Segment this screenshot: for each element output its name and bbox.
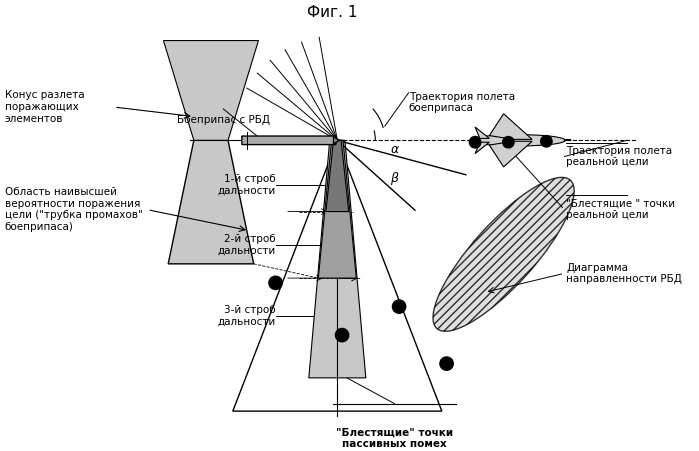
Text: Траектория полета
боеприпаса: Траектория полета боеприпаса <box>409 92 514 113</box>
Polygon shape <box>164 41 259 140</box>
Text: "Блестящие " точки
реальной цели: "Блестящие " точки реальной цели <box>566 199 675 221</box>
Circle shape <box>269 276 282 290</box>
Polygon shape <box>489 114 532 139</box>
Text: 1-й строб
дальности: 1-й строб дальности <box>217 174 275 196</box>
FancyBboxPatch shape <box>242 136 336 145</box>
Ellipse shape <box>433 177 574 331</box>
Text: "Блестящие" точки
пассивных помех: "Блестящие" точки пассивных помех <box>336 427 453 449</box>
Text: β: β <box>390 172 398 185</box>
Ellipse shape <box>470 134 565 146</box>
Polygon shape <box>475 127 489 138</box>
Polygon shape <box>333 137 339 144</box>
Text: 2-й строб
дальности: 2-й строб дальности <box>217 234 275 256</box>
Polygon shape <box>326 140 349 212</box>
Circle shape <box>503 137 514 148</box>
Text: α: α <box>390 143 398 156</box>
Polygon shape <box>318 140 356 278</box>
Circle shape <box>540 136 552 147</box>
Text: Область наивысшей
вероятности поражения
цели ("трубка промахов"
боеприпаса): Область наивысшей вероятности поражения … <box>5 187 143 232</box>
Text: Траектория полета
реальной цели: Траектория полета реальной цели <box>566 146 672 167</box>
Text: Конус разлета
поражающих
элементов: Конус разлета поражающих элементов <box>5 91 85 124</box>
Polygon shape <box>489 141 532 167</box>
Polygon shape <box>168 140 254 264</box>
Circle shape <box>336 328 349 342</box>
Circle shape <box>470 137 481 148</box>
Circle shape <box>392 300 405 313</box>
Text: Боеприпас с РБД: Боеприпас с РБД <box>177 115 270 124</box>
Text: Диаграмма
направленности РБД: Диаграмма направленности РБД <box>566 262 682 284</box>
Polygon shape <box>309 140 366 378</box>
Text: 3-й строб
дальности: 3-й строб дальности <box>217 305 275 327</box>
Text: Фиг. 1: Фиг. 1 <box>308 5 358 19</box>
Polygon shape <box>475 142 489 154</box>
Circle shape <box>440 357 453 370</box>
